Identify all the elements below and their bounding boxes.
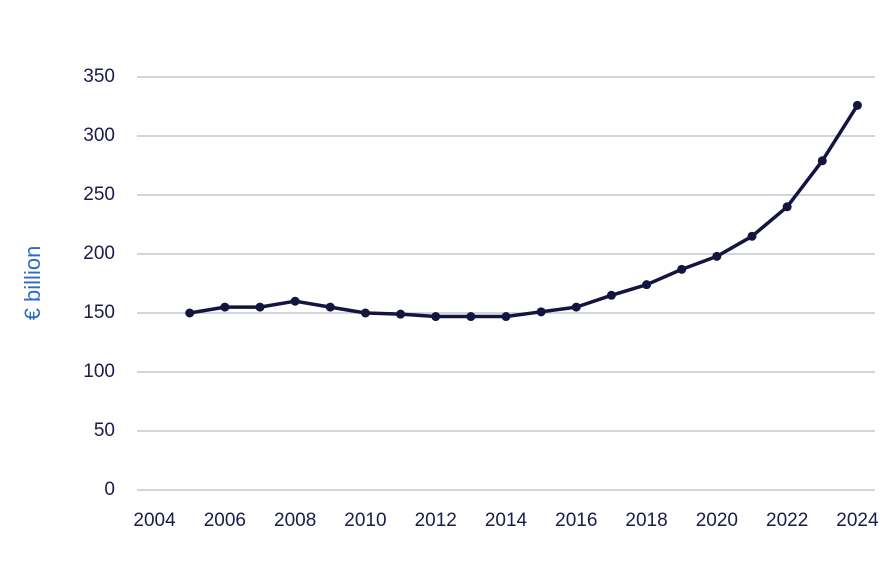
x-tick-label: 2006 [204,510,246,531]
data-point [220,302,230,312]
data-point [677,264,687,274]
data-point [325,302,335,312]
data-point [255,302,265,312]
x-tick-label: 2018 [625,510,667,531]
x-tick-label: 2014 [485,510,528,531]
line [189,104,859,319]
x-tick-label: 2004 [133,510,176,531]
y-tick-label: 0 [104,479,115,500]
y-tick-label: 250 [83,184,115,205]
y-tick-label: 300 [83,125,115,146]
data-point [712,251,722,261]
data-point [642,280,652,290]
x-tick-label: 2012 [415,510,457,531]
x-tick-label: 2024 [836,510,879,531]
data-point [431,312,441,322]
data-point [466,312,476,322]
y-tick-label: 350 [83,66,115,87]
data-point [606,290,616,300]
x-tick-label: 2008 [274,510,316,531]
y-tick-label: 200 [83,243,115,264]
y-tick-label: 50 [94,420,115,441]
data-point [185,308,195,318]
x-tick-label: 2010 [344,510,386,531]
y-axis-label: € billion [20,246,45,321]
data-point [396,309,406,319]
data-point [782,202,792,212]
data-point [360,308,370,318]
y-tick-label: 150 [83,302,115,323]
x-tick-label: 2020 [696,510,738,531]
data-point [501,312,511,322]
x-tick-label: 2022 [766,510,808,531]
y-tick-label: 100 [83,361,115,382]
data-point [290,296,300,306]
data-point [817,156,827,166]
data-point [852,100,862,110]
data-point [571,302,581,312]
data-point [747,231,757,241]
data-point [536,307,546,317]
x-tick-label: 2016 [555,510,597,531]
